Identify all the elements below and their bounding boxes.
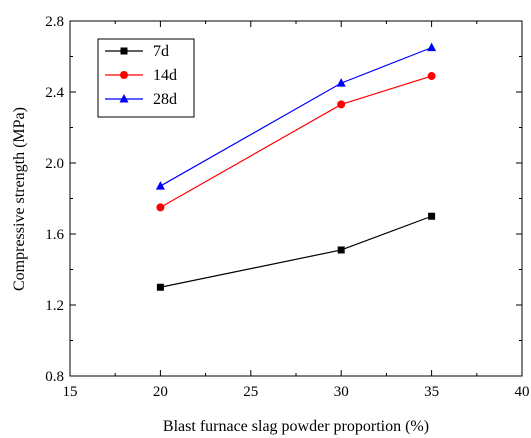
y-axis-title: Compressive strength (MPa) (11, 107, 28, 291)
series-line-7d (160, 215, 432, 288)
series-line-14d (160, 75, 432, 208)
y-tick-label: 0.8 (45, 369, 64, 385)
series-line-28d (160, 47, 432, 187)
y-tick-label: 2.4 (45, 85, 64, 101)
legend: 7d 14d 28d (97, 38, 195, 118)
series-layer (155, 42, 437, 291)
data-point-28d (427, 42, 437, 52)
data-point-7d (337, 246, 345, 254)
data-point-14d (337, 100, 346, 109)
legend-box (97, 38, 195, 118)
x-tick-label: 20 (153, 384, 168, 400)
x-tick-label: 15 (63, 384, 78, 400)
data-point-14d (427, 72, 436, 81)
legend-label-14d: 14d (153, 67, 177, 84)
x-tick-label: 40 (515, 384, 530, 400)
y-tick-label: 1.6 (45, 227, 64, 243)
y-tick-label: 2.0 (45, 156, 64, 172)
y-axis-ticks: 0.8 1.2 1.6 2.0 2.4 2.8 (45, 14, 522, 385)
legend-label-28d: 28d (153, 91, 177, 108)
y-tick-label: 1.2 (45, 298, 64, 314)
x-tick-label: 25 (243, 384, 258, 400)
legend-label-7d: 7d (153, 43, 169, 60)
x-tick-label: 35 (424, 384, 439, 400)
data-point-28d (155, 181, 165, 190)
x-tick-label: 30 (334, 384, 349, 400)
data-point-7d (156, 283, 164, 291)
legend-marker-28d (119, 94, 129, 103)
data-point-28d (336, 78, 346, 87)
y-tick-label: 2.8 (45, 14, 64, 30)
legend-marker-14d (120, 71, 128, 79)
data-point-7d (428, 212, 436, 220)
data-point-14d (156, 203, 165, 212)
legend-marker-7d (120, 47, 128, 55)
x-axis-title: Blast furnace slag powder proportion (%) (163, 418, 429, 435)
x-axis-ticks: 15 20 25 30 35 40 (63, 21, 530, 400)
